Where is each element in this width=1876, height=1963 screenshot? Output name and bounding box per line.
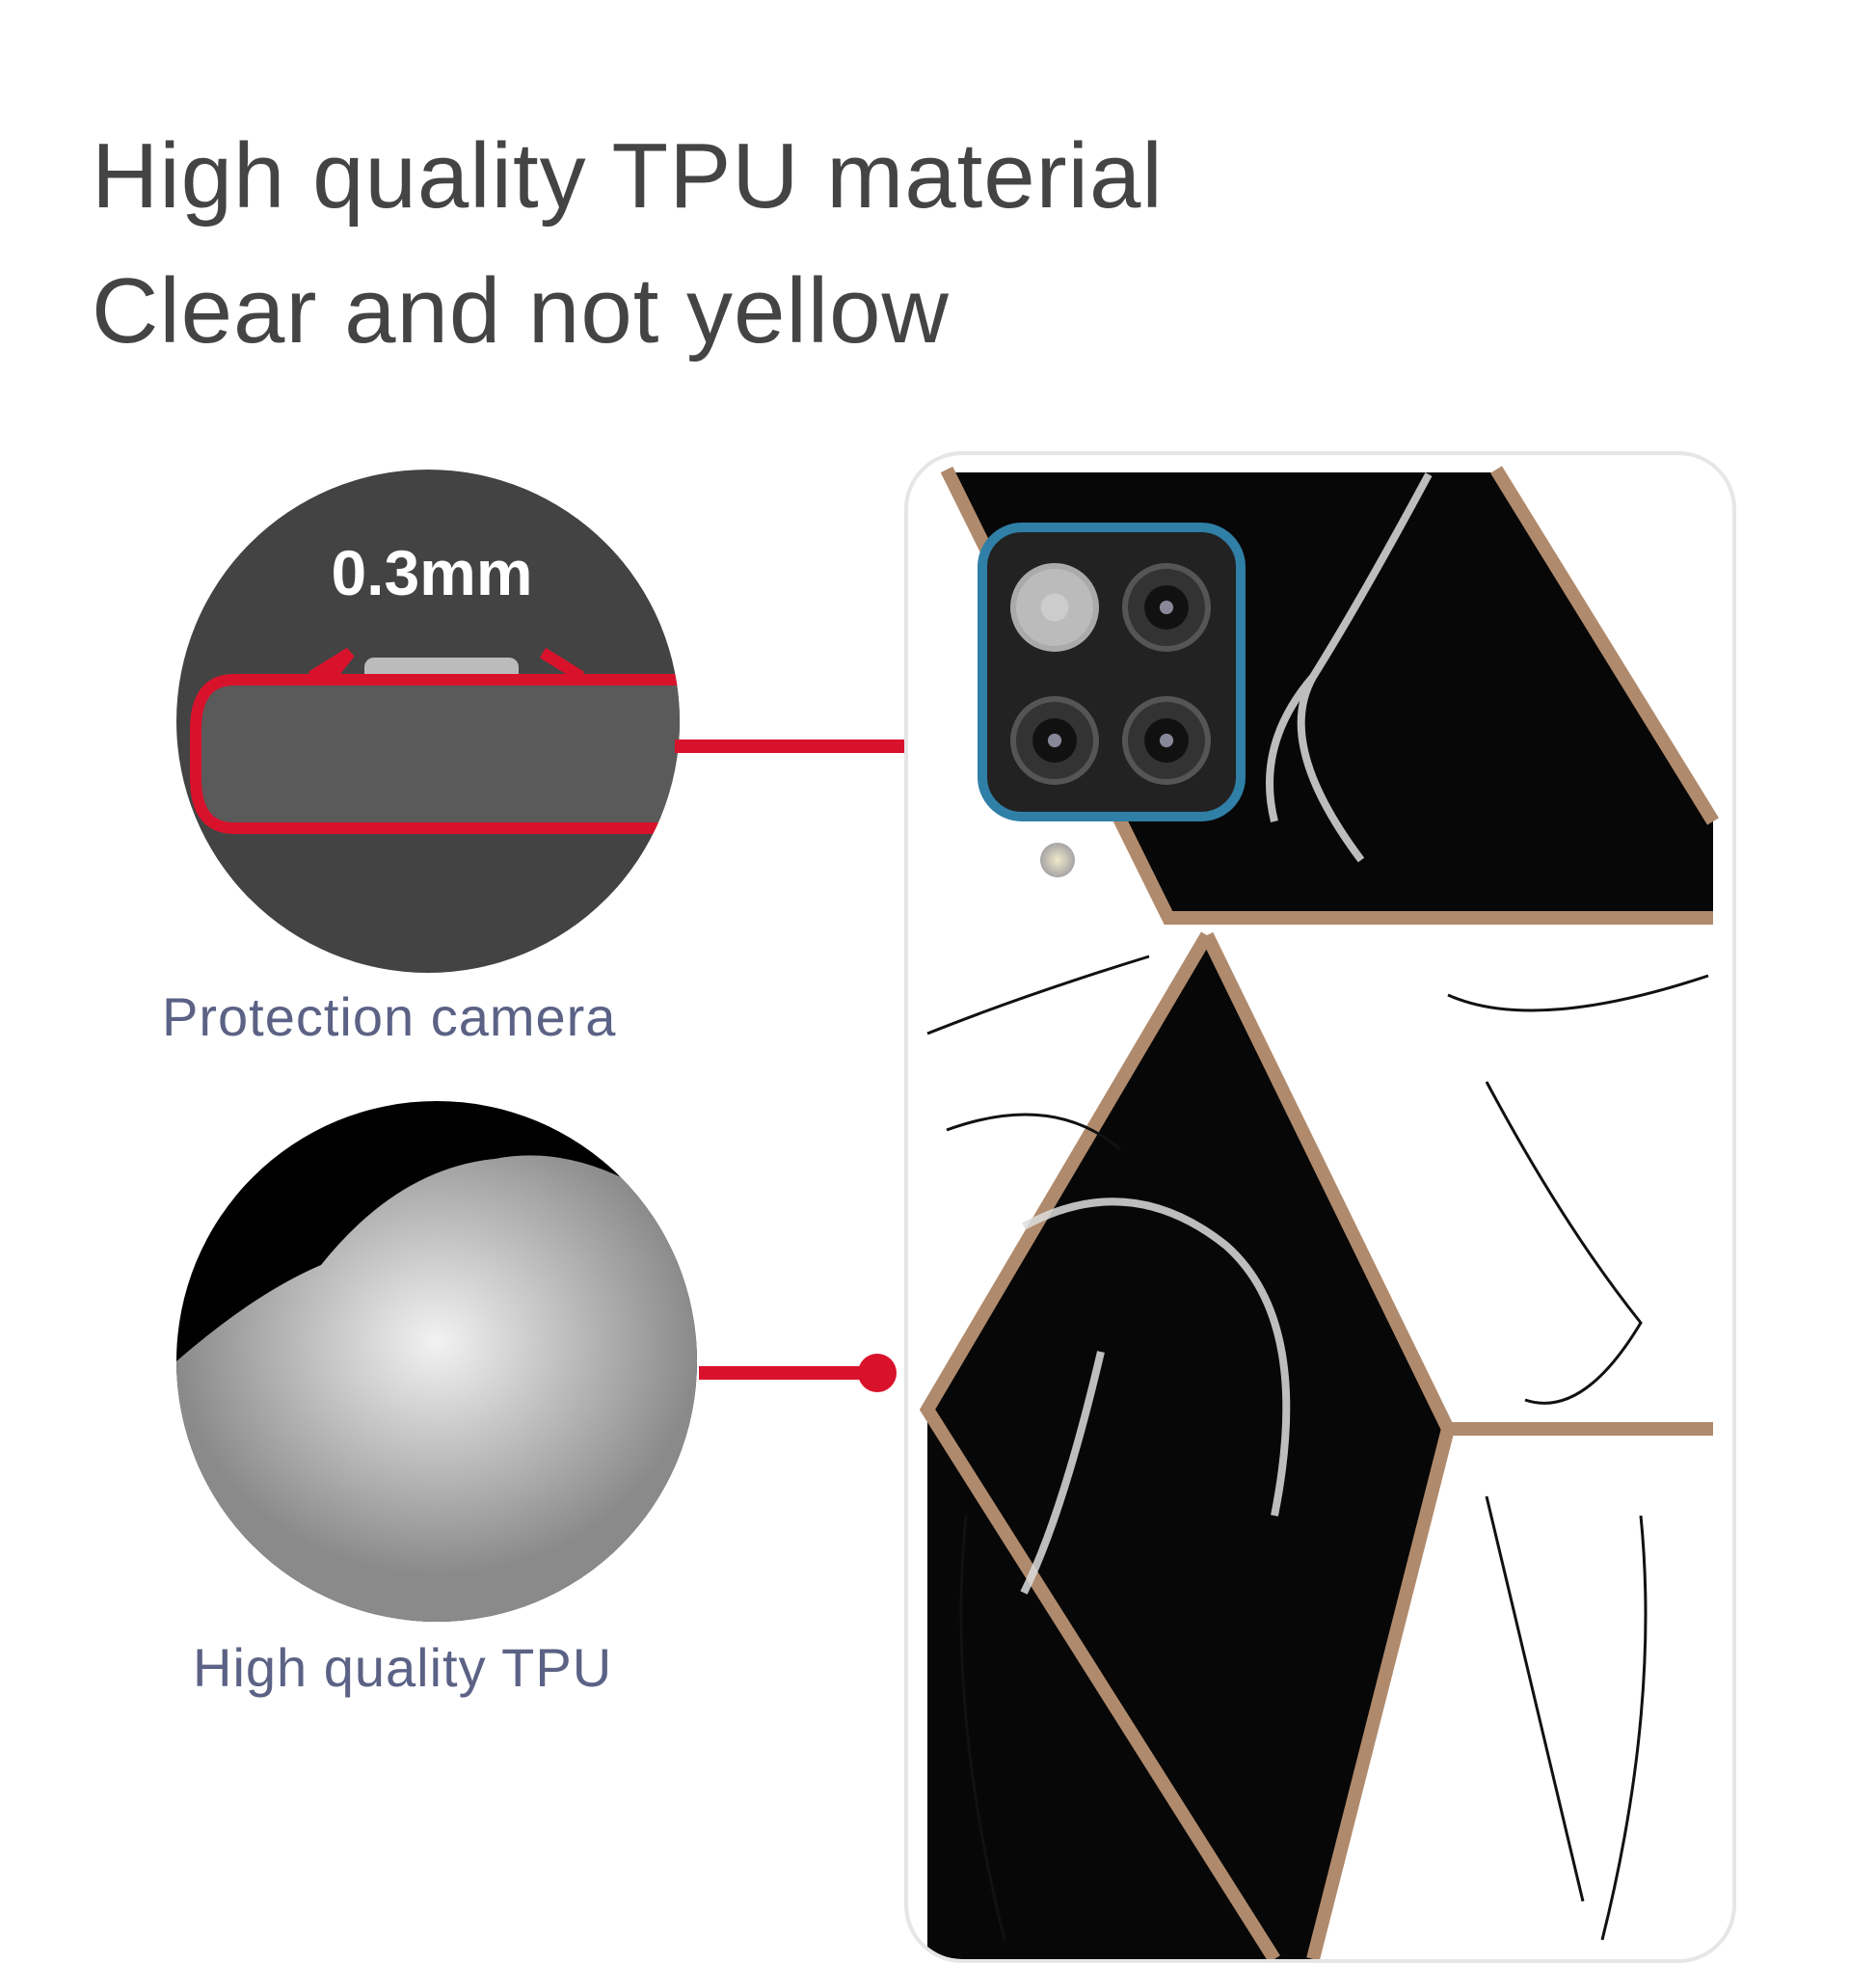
case-lip-cross-section-illustration: 0.3mm bbox=[190, 537, 680, 834]
camera-module bbox=[978, 523, 1246, 821]
headline-line-1: High quality TPU material bbox=[92, 124, 1164, 228]
camera-lens-icon bbox=[1010, 563, 1099, 652]
tpu-connector-line bbox=[699, 1366, 877, 1380]
flash-icon bbox=[1040, 843, 1075, 877]
camera-protection-detail-circle: 0.3mm bbox=[176, 470, 680, 973]
tpu-caption: High quality TPU bbox=[193, 1637, 613, 1698]
headline-line-2: Clear and not yellow bbox=[92, 259, 950, 363]
thickness-label: 0.3mm bbox=[331, 537, 532, 608]
phone-case bbox=[904, 451, 1736, 1963]
tpu-connector-dot bbox=[858, 1354, 897, 1392]
tpu-granules-circle bbox=[176, 1101, 697, 1622]
tpu-granules-illustration bbox=[176, 1155, 697, 1622]
camera-lens-icon bbox=[1122, 696, 1211, 785]
camera-lens-icon bbox=[1010, 696, 1099, 785]
protection-camera-caption: Protection camera bbox=[162, 986, 617, 1047]
camera-lens-icon bbox=[1122, 563, 1211, 652]
